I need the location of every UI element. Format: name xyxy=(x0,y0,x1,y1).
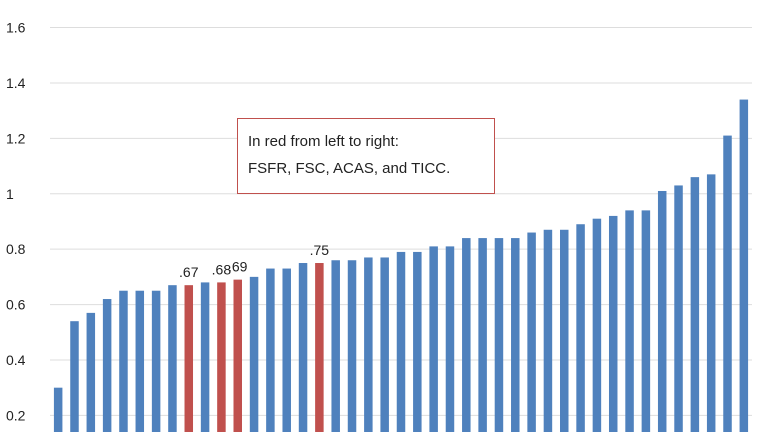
y-tick-label: 1.2 xyxy=(6,130,26,146)
bar xyxy=(723,135,732,432)
bar xyxy=(445,246,455,432)
bar xyxy=(396,251,406,432)
bar xyxy=(282,268,291,432)
bar-highlighted xyxy=(217,282,226,432)
bar xyxy=(690,177,700,432)
y-tick-label: 1.6 xyxy=(6,20,26,36)
annotation-box: In red from left to right: FSFR, FSC, AC… xyxy=(237,118,495,194)
bar xyxy=(592,218,602,432)
bar xyxy=(429,246,438,432)
bar xyxy=(200,282,210,432)
bar xyxy=(560,229,569,432)
y-tick-label: 0.8 xyxy=(6,241,26,257)
bar xyxy=(70,321,79,432)
bar xyxy=(249,276,259,432)
bar xyxy=(706,174,716,432)
bar xyxy=(511,238,520,432)
bar xyxy=(462,238,471,432)
data-label: .67 xyxy=(179,264,199,280)
bar-highlighted xyxy=(233,279,242,432)
bar xyxy=(168,285,177,432)
data-label: .69 xyxy=(228,259,248,275)
bar xyxy=(657,190,667,432)
bar xyxy=(494,238,504,432)
bar xyxy=(102,299,112,432)
bar xyxy=(608,215,618,432)
annotation-line-2: FSFR, FSC, ACAS, and TICC. xyxy=(248,160,451,177)
bar xyxy=(413,251,422,432)
bar xyxy=(119,290,128,432)
annotation-line-1: In red from left to right: xyxy=(248,133,399,150)
bar-highlighted xyxy=(315,263,324,432)
bar xyxy=(674,185,683,432)
data-label: .75 xyxy=(310,242,330,258)
bar xyxy=(739,99,749,432)
bar xyxy=(151,290,161,432)
bar xyxy=(527,232,536,432)
y-tick-label: 1 xyxy=(6,186,14,202)
bar xyxy=(135,290,145,432)
bar xyxy=(543,229,553,432)
bar xyxy=(331,260,340,432)
y-tick-label: 0.2 xyxy=(6,407,26,423)
bar xyxy=(298,263,308,432)
bar xyxy=(53,387,63,432)
bar xyxy=(625,210,634,432)
bar xyxy=(266,268,275,432)
bar xyxy=(478,238,487,432)
bar xyxy=(641,210,651,432)
bar-highlighted xyxy=(184,285,194,432)
bar xyxy=(364,257,373,432)
bar xyxy=(380,257,389,432)
data-label: .68 xyxy=(212,261,232,277)
y-tick-label: 0.6 xyxy=(6,297,26,313)
bar xyxy=(576,224,585,432)
bar xyxy=(347,260,357,432)
y-tick-label: 1.4 xyxy=(6,75,26,91)
bar xyxy=(86,312,96,432)
y-tick-label: 0.4 xyxy=(6,352,26,368)
